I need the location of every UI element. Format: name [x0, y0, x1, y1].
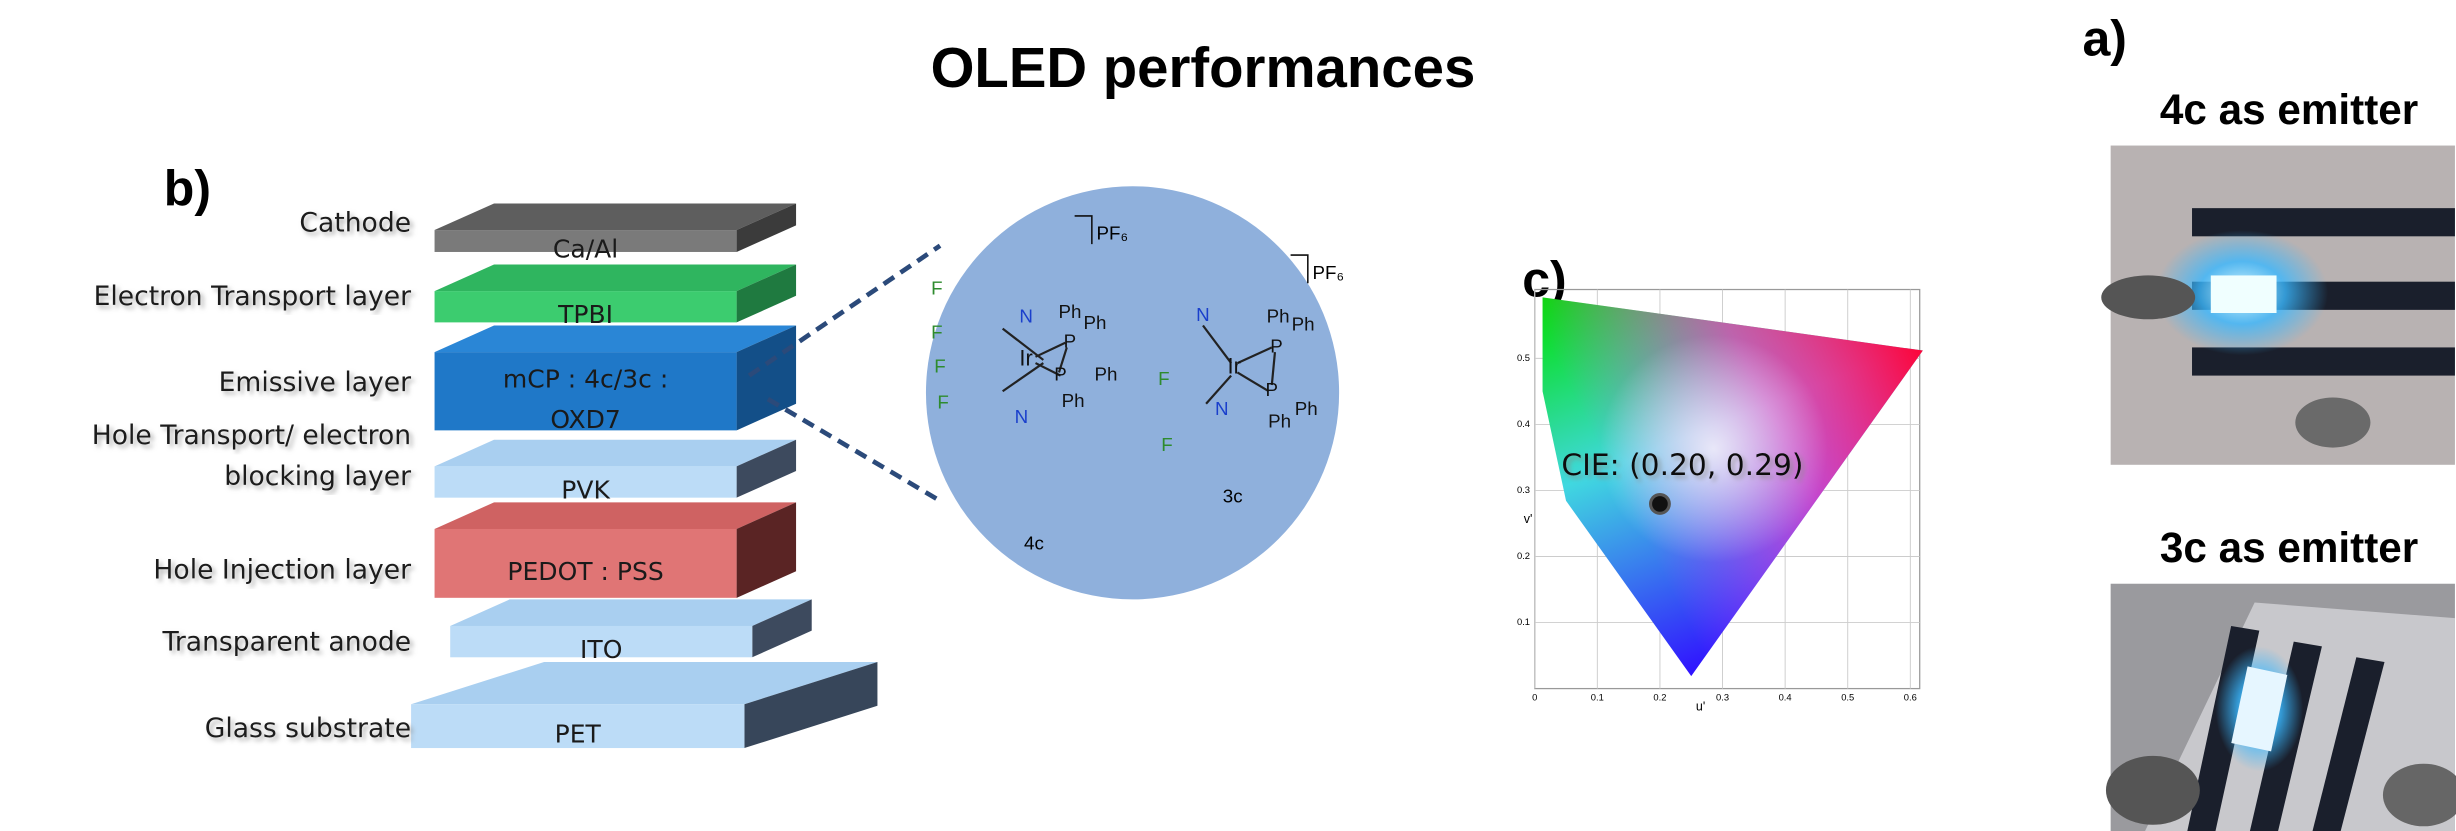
atom-label: Ph [1292, 313, 1315, 334]
layer-material: PVK [561, 475, 610, 504]
layer-top [435, 326, 797, 353]
x-tick-label: 0.5 [1841, 692, 1854, 702]
photo-caption: 3c as emitter [2160, 524, 2418, 571]
layer-label: Emissive layer [219, 367, 412, 398]
x-tick-label: 0.4 [1779, 692, 1792, 702]
y-tick-label: 0.2 [1517, 551, 1530, 561]
atom-label: F [1158, 368, 1169, 389]
figure: OLED performances b) c) a) Ca/AlCathodeT… [0, 0, 2456, 831]
layer-material: OXD7 [550, 405, 620, 434]
layer-top [435, 264, 797, 291]
atom-label: N [1019, 306, 1033, 327]
y-axis-label: v' [1524, 512, 1533, 526]
atom-label: P [1266, 379, 1279, 400]
atom-label: P [1064, 331, 1077, 352]
layer-stack: Ca/Al Cathode TPBI Electron Transport layer… [92, 203, 878, 748]
atom-label: P [1054, 364, 1067, 385]
layer-label: Glass substrate [205, 713, 411, 744]
cie-annotation: CIE: (0.20, 0.29) [1561, 448, 1803, 483]
atom-label: Ph [1058, 301, 1081, 322]
cie-diagram: 0 0.1 0.2 0.3 0.4 0.5 0.6 0.1 0.2 0.3 0.4 0.5 u' v' CI… [1517, 290, 1923, 714]
atom-label: F [931, 321, 942, 342]
layer-top [435, 203, 797, 230]
layer-label: Cathode [299, 207, 411, 238]
layer-material: TPBI [557, 300, 613, 329]
atom-label: Ph [1295, 398, 1318, 419]
counterion: PF₆ [1313, 262, 1345, 283]
atom-label: Ph [1094, 364, 1117, 385]
probe [2295, 398, 2370, 448]
atom-label: F [937, 392, 948, 413]
layer-label: Hole Injection layer [153, 555, 411, 586]
layer-top [450, 599, 812, 626]
atom-label: N [1196, 304, 1210, 325]
x-tick-label: 0.6 [1904, 692, 1917, 702]
atom-label: F [931, 277, 942, 298]
atom-label: N [1015, 406, 1029, 427]
layer-material: PEDOT : PSS [507, 557, 663, 586]
layer-label: Electron Transport layer [94, 281, 412, 312]
cie-point [1651, 495, 1670, 514]
layer-label: Transparent anode [162, 627, 412, 658]
gamut-white [1543, 297, 1923, 676]
y-tick-label: 0.1 [1517, 617, 1530, 627]
molecule-name: 3c [1223, 486, 1243, 507]
probe [2101, 275, 2195, 319]
x-tick-label: 0.3 [1716, 692, 1729, 702]
x-axis-label: u' [1696, 700, 1705, 714]
atom-label: Ph [1267, 306, 1290, 327]
layer-label: blocking layer [224, 461, 411, 492]
panel-label: a) [2082, 10, 2127, 66]
atom-label: Ph [1268, 410, 1291, 431]
layer-label: Hole Transport/ electron [92, 420, 411, 451]
atom-label: F [1161, 434, 1172, 455]
atom-label: Ir [1019, 346, 1032, 371]
atom-label: N [1215, 398, 1229, 419]
atom-label: Ph [1062, 390, 1085, 411]
layer-material: ITO [580, 635, 622, 664]
title: OLED performances [931, 36, 1476, 99]
probe [2106, 756, 2200, 825]
layer-material: Ca/Al [553, 234, 618, 263]
atom-label: Ph [1084, 312, 1107, 333]
molecule-name: 4c [1024, 533, 1044, 554]
photos: 4c as emitter 3c as emitter [2101, 86, 2456, 831]
emission-core [2211, 275, 2277, 313]
layer-material: mCP : 4c/3c : [503, 364, 668, 393]
x-tick-label: 0.2 [1653, 692, 1666, 702]
atom-label: F [934, 356, 945, 377]
panel-label: b) [164, 161, 211, 217]
y-tick-label: 0.5 [1517, 353, 1530, 363]
x-tick-label: 0.1 [1591, 692, 1604, 702]
layer-top [435, 502, 797, 529]
layer-top [435, 440, 797, 467]
atom-label: P [1270, 335, 1283, 356]
y-tick-label: 0.4 [1517, 419, 1530, 429]
atom-label: Ir [1228, 354, 1241, 379]
y-tick-label: 0.3 [1517, 485, 1530, 495]
counterion: PF₆ [1097, 223, 1129, 244]
x-tick-label: 0 [1532, 692, 1537, 702]
layer-material: PET [555, 720, 602, 749]
photo-caption: 4c as emitter [2160, 86, 2418, 133]
